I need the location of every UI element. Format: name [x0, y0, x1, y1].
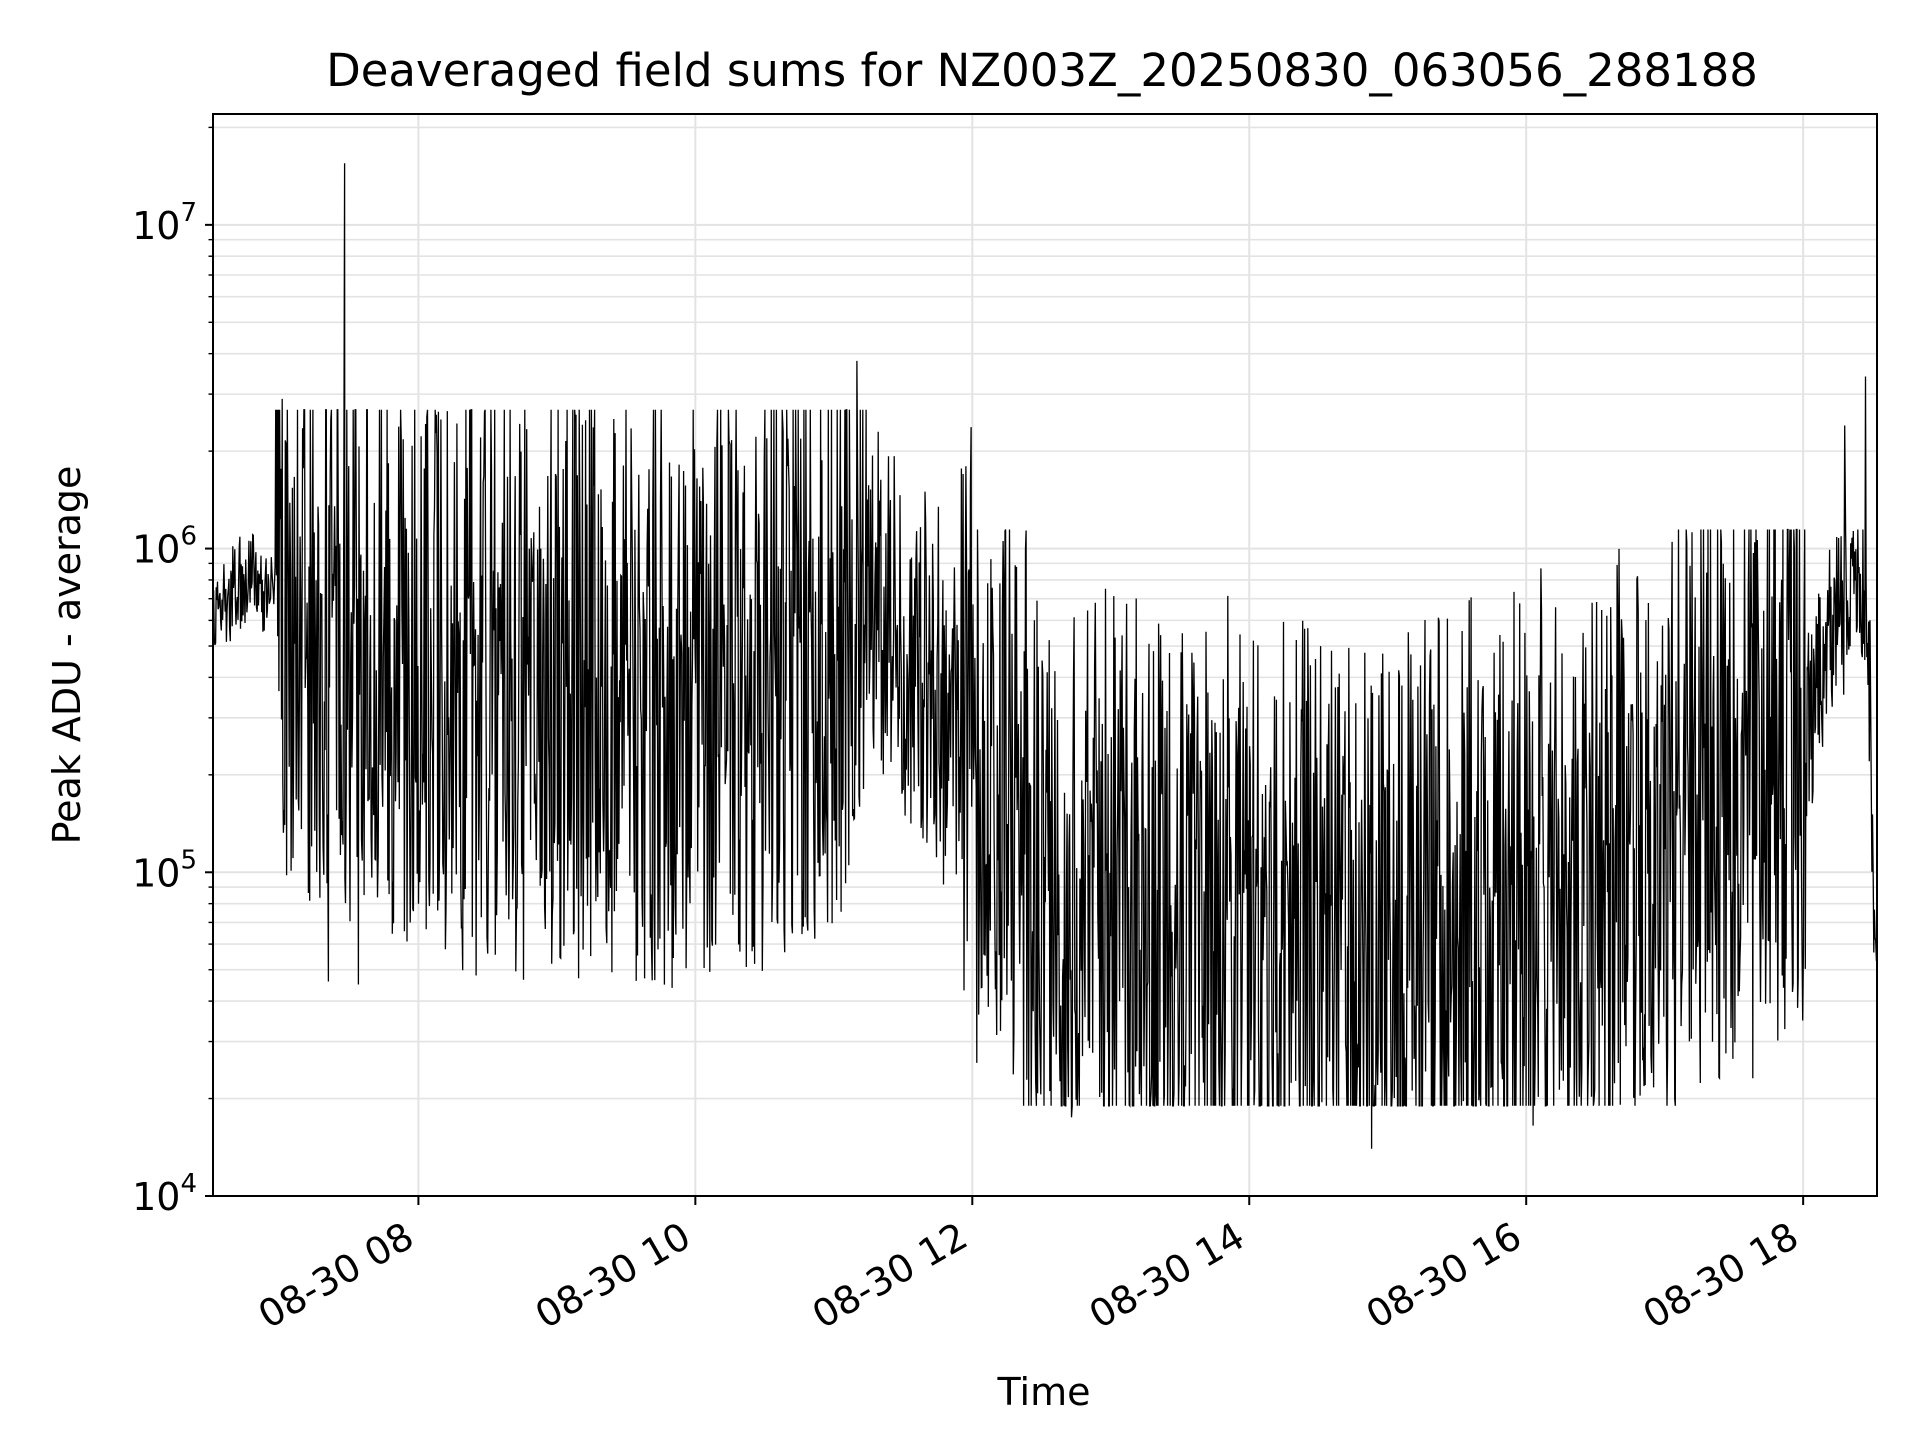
y-tick-exponent: 6	[180, 522, 197, 552]
series	[212, 163, 1878, 1149]
chart-title: Deaveraged field sums for NZ003Z_2025083…	[326, 44, 1758, 97]
y-tick-label: 105	[132, 845, 197, 895]
y-tick-base: 10	[132, 851, 180, 895]
x-axis-label: Time	[997, 1370, 1091, 1414]
y-tick-label: 104	[132, 1169, 197, 1219]
y-tick-exponent: 7	[180, 198, 197, 228]
y-tick-exponent: 5	[180, 845, 197, 875]
y-tick-exponent: 4	[180, 1169, 197, 1199]
y-tick-base: 10	[132, 204, 180, 248]
series-line	[212, 163, 1878, 1149]
y-tick-label: 107	[132, 198, 197, 248]
plot-frame	[212, 113, 1878, 1197]
y-tick-label: 106	[132, 522, 197, 572]
y-axis-label: Peak ADU - average	[45, 466, 89, 845]
y-tick-base: 10	[132, 1175, 180, 1219]
y-tick-base: 10	[132, 528, 180, 572]
